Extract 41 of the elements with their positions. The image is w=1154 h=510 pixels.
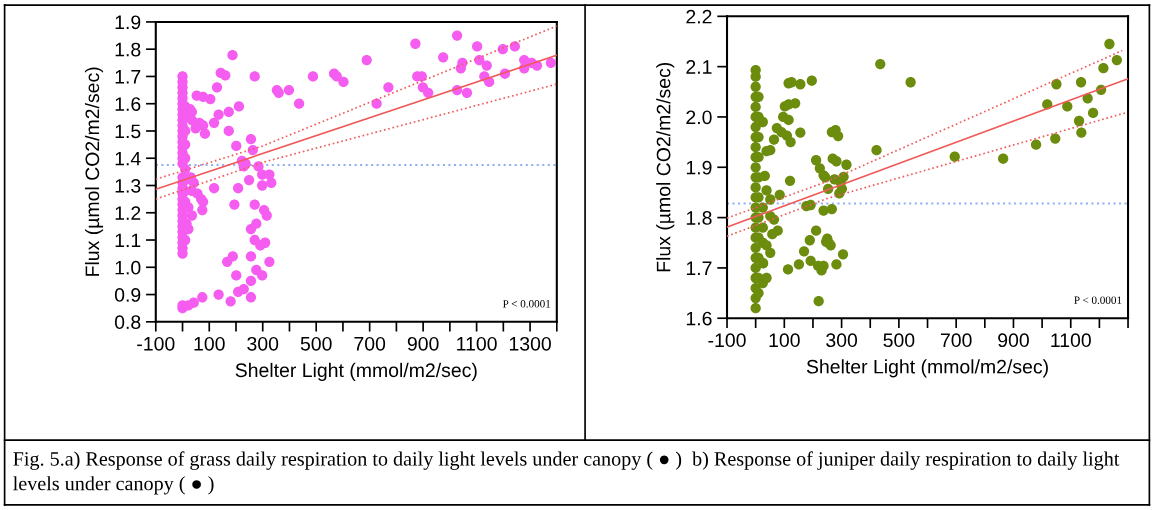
y-tick-label: 1.9 bbox=[115, 15, 141, 30]
x-tick-label: 900 bbox=[407, 336, 439, 351]
x-tick-label: 300 bbox=[826, 333, 858, 348]
caption: Fig. 5.a) Response of grass daily respiration to daily light levels under canopy ( ● ) b) Response of juniper daily respiration to daily light levels under canopy ( ● ) bbox=[13, 451, 1120, 495]
x-tick-label: 1100 bbox=[457, 336, 497, 351]
y-tick-label: 0.8 bbox=[114, 315, 141, 330]
x-tick-label: 100 bbox=[194, 336, 225, 351]
y-tick-label: 2.2 bbox=[686, 9, 712, 24]
x-axis-title: Shelter Light (mmol/m2/sec) bbox=[806, 359, 1048, 378]
x-tick-label: -100 bbox=[137, 336, 175, 351]
y-tick-label: 1.6 bbox=[686, 311, 712, 326]
x-tick-label: 700 bbox=[354, 336, 386, 351]
y-tick-label: 1.8 bbox=[686, 211, 712, 225]
y-tick-label: 1.7 bbox=[686, 261, 712, 275]
x-tick-label: 700 bbox=[940, 333, 972, 348]
y-axis-title: Flux (µmol CO2/m2/sec) bbox=[656, 62, 675, 272]
x-tick-label: 1300 bbox=[509, 336, 551, 351]
annotation: P < 0.0001 bbox=[502, 300, 551, 308]
y-tick-label: 2.0 bbox=[686, 110, 712, 125]
x-tick-label: 500 bbox=[300, 336, 332, 351]
y-tick-label: 1.7 bbox=[115, 70, 141, 84]
y-tick-label: 0.9 bbox=[114, 288, 141, 302]
x-axis-title: Shelter Light (mmol/m2/sec) bbox=[235, 362, 477, 381]
annotation: P < 0.0001 bbox=[1074, 296, 1122, 304]
y-tick-label: 1.0 bbox=[115, 260, 141, 275]
y-tick-label: 1.3 bbox=[115, 178, 141, 193]
y-tick-label: 1.6 bbox=[115, 97, 141, 111]
x-tick-label: 100 bbox=[769, 333, 800, 348]
x-tick-label: -100 bbox=[708, 333, 746, 348]
y-tick-label: 1.9 bbox=[686, 160, 712, 175]
x-tick-label: 500 bbox=[883, 333, 915, 348]
y-tick-label: 2.1 bbox=[686, 60, 712, 74]
x-tick-label: 1100 bbox=[1051, 333, 1091, 348]
y-tick-label: 1.5 bbox=[115, 124, 141, 139]
y-tick-label: 1.2 bbox=[115, 206, 141, 220]
x-tick-label: 300 bbox=[247, 336, 279, 351]
x-tick-label: 900 bbox=[998, 333, 1029, 348]
y-tick-label: 1.4 bbox=[115, 151, 141, 166]
y-tick-label: 1.8 bbox=[115, 42, 141, 57]
y-tick-label: 1.1 bbox=[115, 233, 141, 248]
y-axis-title: Flux (µmol CO2/m2/sec) bbox=[84, 67, 104, 276]
